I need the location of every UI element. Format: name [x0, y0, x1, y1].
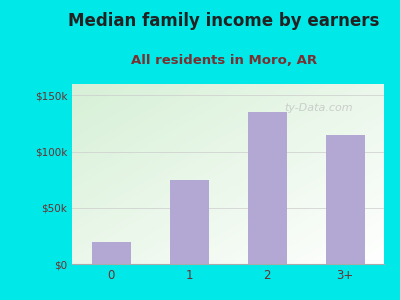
Bar — [92, 242, 130, 264]
Bar — [248, 112, 286, 264]
Text: All residents in Moro, AR: All residents in Moro, AR — [131, 54, 317, 67]
Bar — [170, 180, 208, 264]
Text: ty-Data.com: ty-Data.com — [284, 103, 353, 113]
Bar — [326, 135, 364, 264]
Text: Median family income by earners: Median family income by earners — [68, 12, 380, 30]
